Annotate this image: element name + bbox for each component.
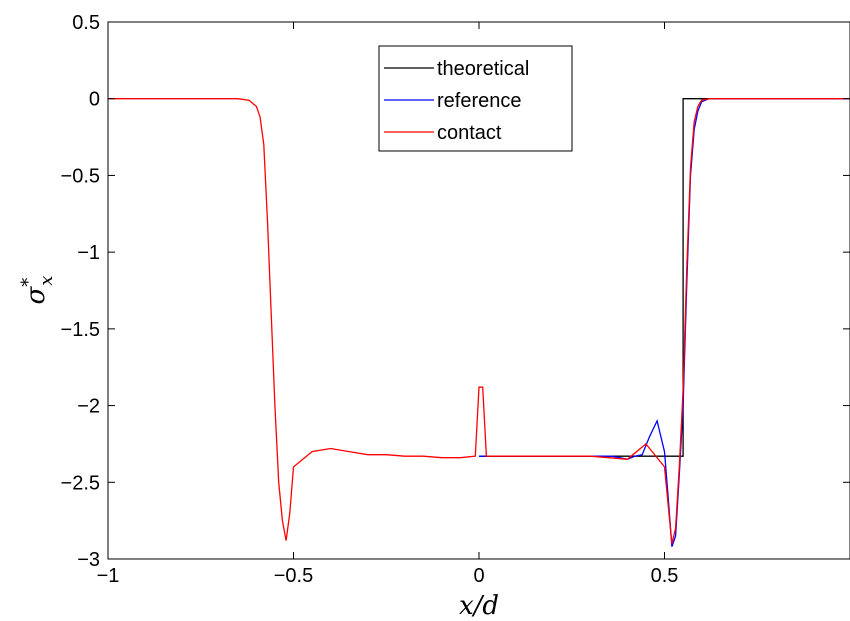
series-line-contact bbox=[108, 98, 850, 544]
legend-box bbox=[378, 45, 573, 152]
y-tick-label: −2.5 bbox=[61, 472, 100, 494]
y-axis-label-sub: x bbox=[36, 276, 57, 286]
y-tick-label: −0.5 bbox=[61, 165, 100, 187]
y-tick-label: −2 bbox=[77, 396, 100, 418]
legend: theoretical reference contact bbox=[378, 45, 573, 152]
x-tick-label: 0.5 bbox=[651, 565, 679, 587]
x-tick-label: 0 bbox=[473, 565, 484, 587]
y-axis: 0.5 0 −0.5 −1 −1.5 −2 −2.5 −3 bbox=[61, 12, 850, 571]
x-axis-label: x/d bbox=[459, 591, 499, 621]
legend-label-theoretical: theoretical bbox=[437, 58, 529, 80]
svg-text:σ*x: σ*x bbox=[18, 276, 57, 305]
y-axis-label-main: σ bbox=[21, 285, 51, 304]
y-tick-label: 0.5 bbox=[72, 12, 100, 34]
y-tick-label: −3 bbox=[77, 549, 100, 571]
legend-label-contact: contact bbox=[437, 122, 502, 144]
x-axis: −1 −0.5 0 0.5 bbox=[97, 22, 679, 587]
y-tick-label: 0 bbox=[89, 89, 100, 111]
x-tick-label: −1 bbox=[97, 565, 120, 587]
x-tick-label: −0.5 bbox=[274, 565, 313, 587]
y-axis-label-sup: * bbox=[18, 278, 39, 287]
series-layer bbox=[108, 98, 850, 547]
y-tick-label: −1 bbox=[77, 242, 100, 264]
y-tick-label: −1.5 bbox=[61, 319, 100, 341]
legend-label-reference: reference bbox=[437, 90, 522, 112]
y-axis-label: σ*x bbox=[18, 276, 57, 305]
